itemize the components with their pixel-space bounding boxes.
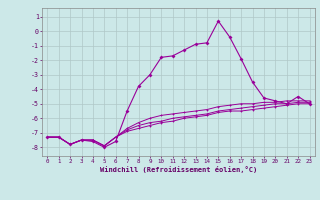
X-axis label: Windchill (Refroidissement éolien,°C): Windchill (Refroidissement éolien,°C) [100,166,257,173]
